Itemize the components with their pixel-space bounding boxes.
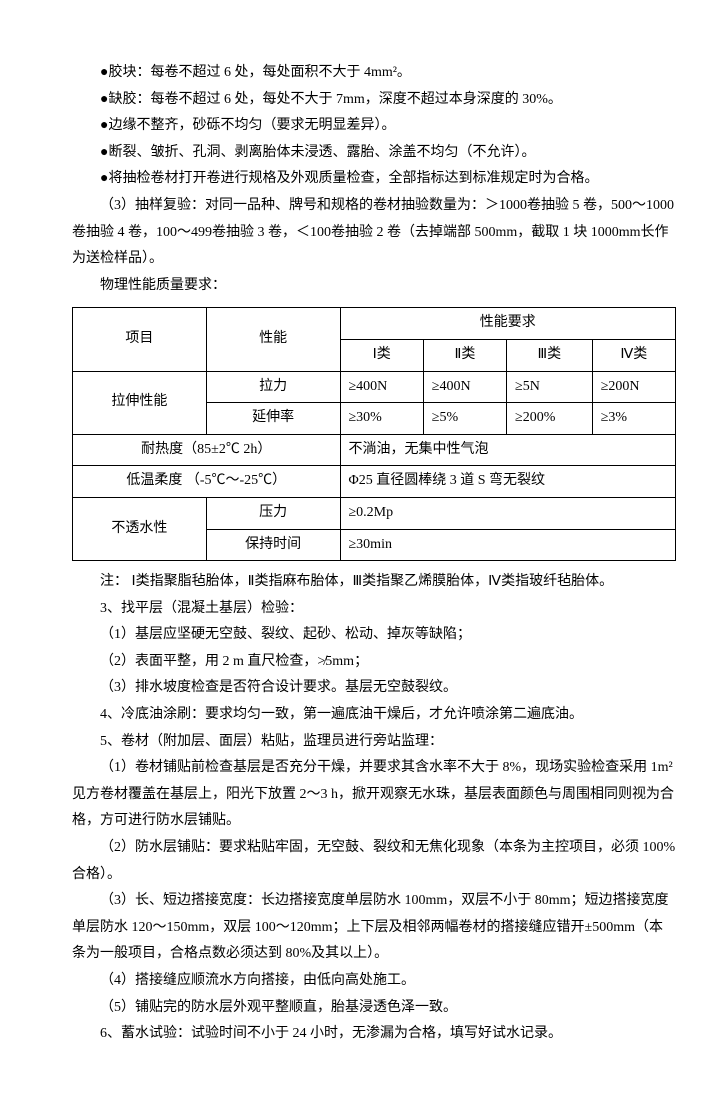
bullet-4: ●断裂、皱折、孔洞、剥离胎体未浸透、露胎、涂盖不均匀（不允许）。: [72, 140, 676, 167]
cell-r0-1: ≥400N: [423, 371, 506, 403]
para-5-1: （1）卷材铺贴前检查基层是否充分干燥，并要求其含水率不大于 8%，现场实验检查采…: [72, 755, 676, 835]
cell-water-label: 不透水性: [73, 497, 207, 560]
cell-r1-0: ≥30%: [340, 403, 423, 435]
cell-time: 保持时间: [206, 529, 340, 561]
th-req: 性能要求: [340, 308, 676, 340]
para-6: 6、蓄水试验：试验时间不小于 24 小时，无渗漏为合格，填写好试水记录。: [72, 1021, 676, 1048]
th-item: 项目: [73, 308, 207, 371]
cell-r1-3: ≥3%: [592, 403, 675, 435]
cell-r0-3: ≥200N: [592, 371, 675, 403]
spec-table: 项目 性能 性能要求 Ⅰ类 Ⅱ类 Ⅲ类 Ⅳ类 拉伸性能 拉力 ≥400N ≥40…: [72, 307, 676, 561]
cell-heat-value: 不淌油，无集中性气泡: [340, 434, 676, 466]
para-phys: 物理性能质量要求：: [72, 273, 676, 300]
cell-pressure-v: ≥0.2Mp: [340, 497, 676, 529]
para-3: （3）抽样复验：对同一品种、牌号和规格的卷材抽验数量为：＞1000卷抽验 5 卷…: [72, 193, 676, 273]
th-cat-1: Ⅰ类: [340, 339, 423, 371]
sec-5: 5、卷材（附加层、面层）粘贴，监理员进行旁站监理：: [72, 729, 676, 756]
cell-time-v: ≥30min: [340, 529, 676, 561]
th-cat-4: Ⅳ类: [592, 339, 675, 371]
cell-cold-label: 低温柔度 （-5℃～-25℃）: [73, 466, 341, 498]
bullet-2: ●缺胶：每卷不超过 6 处，每处不大于 7mm，深度不超过本身深度的 30%。: [72, 87, 676, 114]
th-cat-3: Ⅲ类: [507, 339, 593, 371]
para-5-3: （3）长、短边搭接宽度：长边搭接宽度单层防水 100mm，双层不小于 80mm；…: [72, 888, 676, 968]
cell-heat-label: 耐热度（85±2℃ 2h）: [73, 434, 341, 466]
bullet-5: ●将抽检卷材打开卷进行规格及外观质量检查，全部指标达到标准规定时为合格。: [72, 166, 676, 193]
para-5-4: （4）搭接缝应顺流水方向搭接，由低向高处施工。: [72, 968, 676, 995]
table-note: 注： Ⅰ类指聚脂毡胎体，Ⅱ类指麻布胎体，Ⅲ类指聚乙烯膜胎体，Ⅳ类指玻纤毡胎体。: [72, 569, 676, 596]
cell-r0-2: ≥5N: [507, 371, 593, 403]
sec-4: 4、冷底油涂刷：要求均匀一致，第一遍底油干燥后，才允许喷涂第二遍底油。: [72, 702, 676, 729]
para-5-5: （5）铺贴完的防水层外观平整顺直，胎基浸透色泽一致。: [72, 995, 676, 1022]
th-perf: 性能: [206, 308, 340, 371]
bullet-3: ●边缘不整齐，砂砾不均匀（要求无明显差异）。: [72, 113, 676, 140]
sec-3: 3、找平层（混凝土基层）检验：: [72, 596, 676, 623]
cell-r1-1: ≥5%: [423, 403, 506, 435]
cell-r1-2: ≥200%: [507, 403, 593, 435]
cell-elong: 延伸率: [206, 403, 340, 435]
para-5-2: （2）防水层铺贴：要求粘贴牢固，无空鼓、裂纹和无焦化现象（本条为主控项目，必须 …: [72, 835, 676, 888]
cell-force: 拉力: [206, 371, 340, 403]
cell-cold-value: Φ25 直径圆棒绕 3 道 S 弯无裂纹: [340, 466, 676, 498]
bullet-1: ●胶块：每卷不超过 6 处，每处面积不大于 4mm²。: [72, 60, 676, 87]
sec-3-2: （2）表面平整，用 2 m 直尺检查，≯5mm；: [72, 649, 676, 676]
cell-r0-0: ≥400N: [340, 371, 423, 403]
cell-tensile: 拉伸性能: [73, 371, 207, 434]
sec-3-1: （1）基层应坚硬无空鼓、裂纹、起砂、松动、掉灰等缺陷；: [72, 622, 676, 649]
th-cat-2: Ⅱ类: [423, 339, 506, 371]
sec-3-3: （3）排水坡度检查是否符合设计要求。基层无空鼓裂纹。: [72, 675, 676, 702]
cell-pressure: 压力: [206, 497, 340, 529]
